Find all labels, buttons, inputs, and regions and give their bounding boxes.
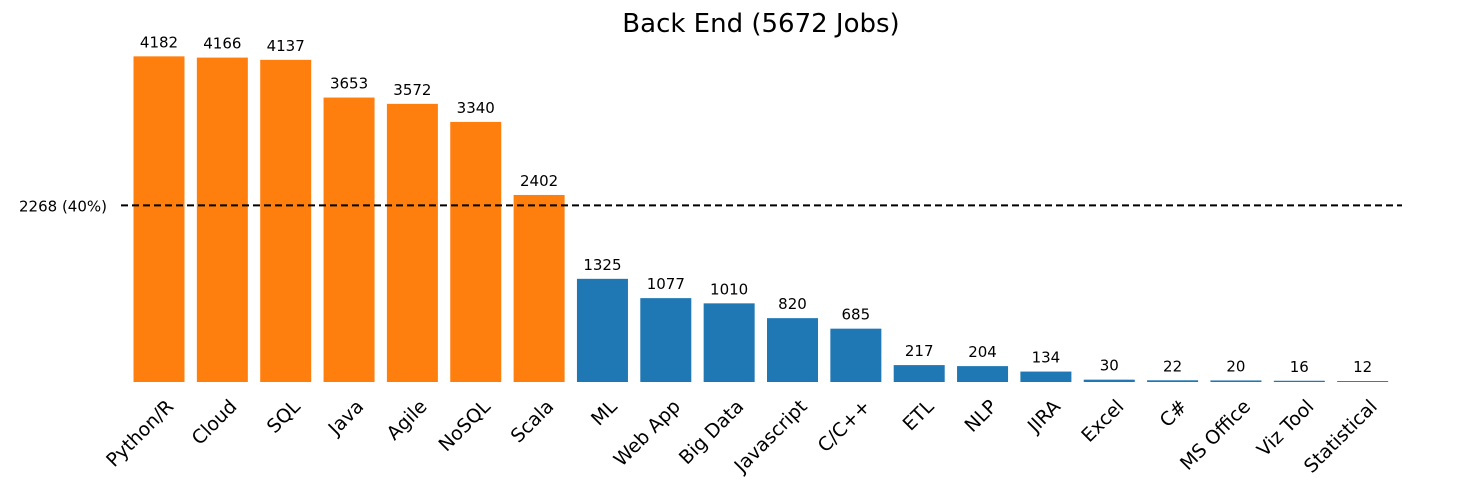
- x-tick-labels: Python/R Cloud SQL Java Agile NoSQL Scala MLWeb…: [102, 395, 1382, 477]
- value-label-excel: 30: [1100, 357, 1119, 375]
- x-tick-excel: Excel: [1077, 396, 1128, 447]
- value-label-web-app: 1077: [647, 275, 685, 293]
- value-label-nosql: 3340: [457, 99, 495, 117]
- value-label-c: 22: [1163, 357, 1182, 375]
- bar-java: [323, 97, 375, 383]
- x-tick-viz-tool: Viz Tool: [1253, 396, 1319, 462]
- bar-etl: [893, 365, 945, 382]
- bar-python-r: [133, 56, 185, 383]
- value-label-java: 3653: [330, 75, 368, 93]
- value-label-viz-tool: 16: [1290, 358, 1309, 376]
- chart-title: Back End (5672 Jobs): [622, 9, 899, 39]
- x-tick-cloud: Cloud: [188, 396, 242, 450]
- x-tick-ml: ML: [587, 395, 622, 430]
- bar-javascript: [767, 318, 818, 382]
- value-label-big-data: 1010: [710, 280, 748, 298]
- bar-viz-tool: [1273, 380, 1325, 382]
- value-label-javascript: 820: [778, 295, 807, 313]
- x-tick-c-c: C/C++: [814, 396, 875, 457]
- bar-agile: [386, 103, 438, 382]
- value-label-python-r: 4182: [140, 33, 178, 51]
- value-label-agile: 3572: [393, 81, 431, 99]
- value-label-ms-office: 20: [1226, 357, 1245, 375]
- x-tick-agile: Agile: [383, 396, 432, 445]
- x-tick-python-r: Python/R: [102, 396, 178, 472]
- x-tick-nlp: NLP: [960, 396, 1001, 437]
- bar-scala: [513, 194, 565, 382]
- x-tick-scala: Scala: [507, 396, 559, 448]
- value-label-jira: 134: [1032, 349, 1061, 367]
- bar-statistical: [1337, 381, 1389, 382]
- bar-excel: [1083, 379, 1135, 382]
- bar-jira: [1020, 371, 1072, 382]
- bar-nlp: [957, 366, 1009, 382]
- x-tick-sql: SQL: [263, 395, 305, 437]
- x-tick-c: C#: [1156, 396, 1192, 432]
- bars-group: 4182 4166 4137 3653 3572 3340 2402 1325 1077 1010…: [133, 33, 1389, 383]
- value-label-ml: 1325: [583, 256, 621, 274]
- bar-ms-office: [1210, 380, 1262, 382]
- value-label-statistical: 12: [1353, 358, 1372, 376]
- threshold-label: 2268 (40%): [19, 197, 107, 215]
- x-tick-jira: JIRA: [1023, 396, 1065, 438]
- value-label-scala: 2402: [520, 172, 558, 190]
- value-label-c-c: 685: [842, 306, 871, 324]
- bar-sql: [260, 59, 312, 382]
- bar-c-c: [830, 328, 882, 382]
- bar-big-data: [703, 303, 755, 382]
- bar-c: [1147, 380, 1199, 382]
- bar-cloud: [196, 57, 248, 383]
- x-tick-etl: ETL: [899, 395, 939, 435]
- value-label-etl: 217: [905, 342, 934, 360]
- x-tick-nosql: NoSQL: [434, 395, 495, 456]
- x-tick-web-app: Web App: [610, 396, 685, 471]
- threshold-group: 2268 (40%): [19, 197, 1402, 215]
- bar-nosql: [450, 121, 502, 382]
- bar-ml: [576, 278, 628, 382]
- x-tick-java: Java: [324, 396, 369, 441]
- bar-web-app: [640, 298, 692, 382]
- value-label-sql: 4137: [267, 37, 305, 55]
- value-label-nlp: 204: [968, 343, 997, 361]
- value-label-cloud: 4166: [203, 35, 241, 53]
